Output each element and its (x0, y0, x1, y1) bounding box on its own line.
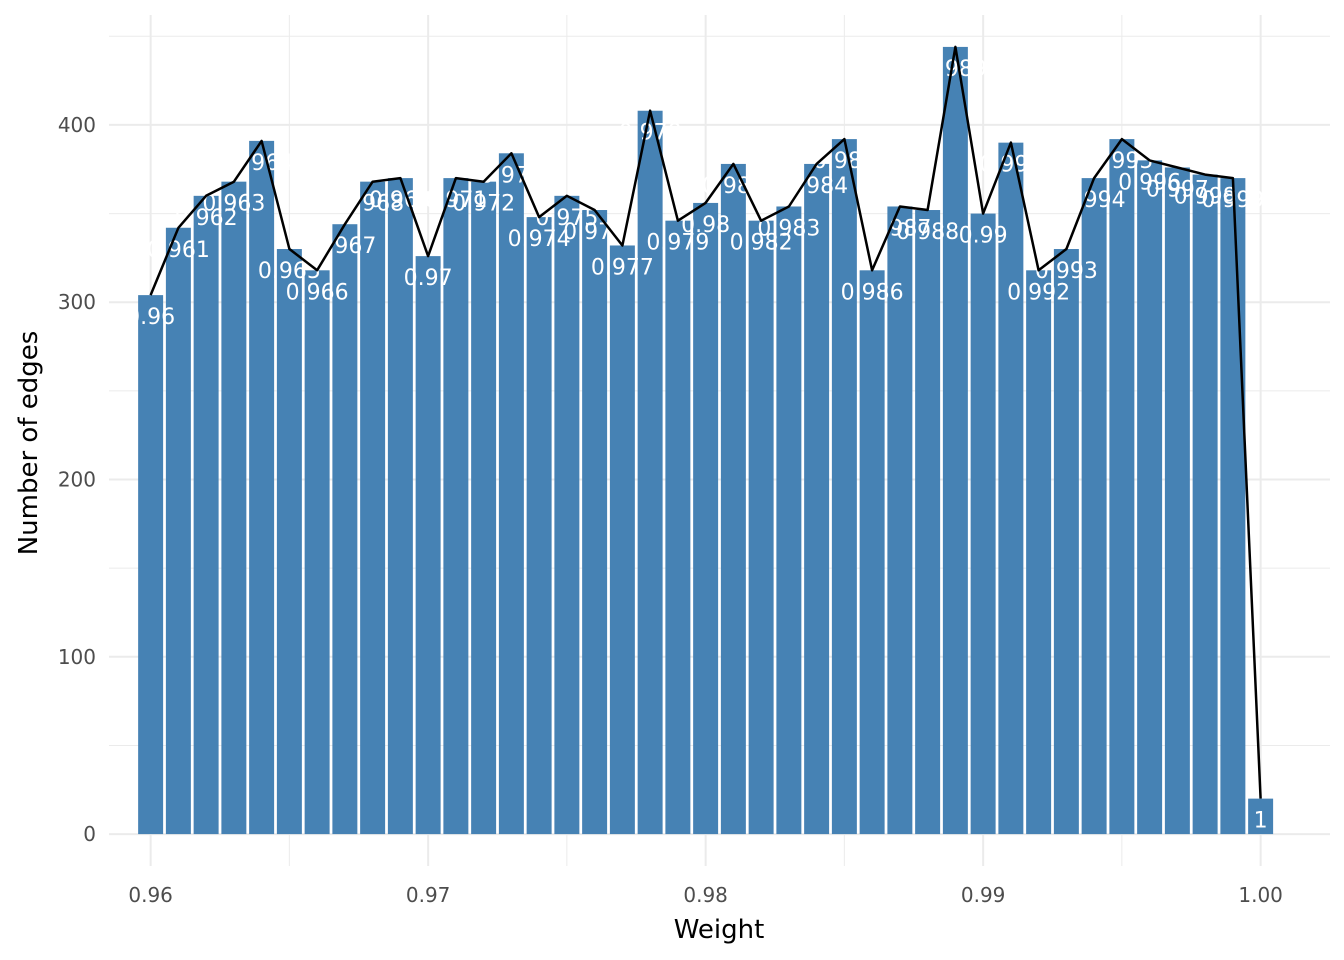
bar (1248, 798, 1274, 835)
bar (609, 245, 635, 835)
bar-label: 0.997 (1146, 177, 1209, 202)
bar (1164, 167, 1190, 835)
x-tick-label: 0.98 (683, 883, 728, 907)
bar-label: 0.998 (1174, 185, 1237, 210)
overlay-line (149, 45, 1262, 799)
bar (526, 217, 552, 835)
x-tick-label: 0.96 (128, 883, 173, 907)
bar (942, 46, 968, 835)
bar-label: 0.996 (1118, 170, 1181, 195)
bar-label: 0.977 (591, 255, 654, 280)
bar-label: 0.98 (681, 213, 730, 238)
bar (276, 249, 302, 835)
bar (138, 295, 164, 835)
bar-label: 0.967 (313, 234, 376, 259)
bar (332, 224, 358, 835)
x-axis-ticks: 0.96 0.97 0.98 0.99 1.00 (128, 883, 1283, 907)
bar-label: 0.988 (896, 220, 959, 245)
bar-label: 0.991 (979, 153, 1042, 178)
bar (776, 206, 802, 835)
bar-label: 0.975 (535, 206, 598, 231)
count-line (149, 45, 1262, 799)
bar (831, 139, 857, 835)
bar-label: 0.989 (924, 57, 987, 82)
bar (1220, 178, 1246, 835)
bar (1053, 249, 1079, 835)
bar (471, 181, 497, 835)
bar-label: 0.994 (1063, 188, 1126, 213)
bars (138, 46, 1274, 835)
bar (665, 220, 691, 835)
bar (1109, 139, 1135, 835)
bar (360, 181, 386, 835)
bar (637, 110, 663, 835)
bar-label: 0.982 (730, 231, 793, 256)
bar-label: 0.992 (1007, 280, 1070, 305)
bar-label: 0.984 (785, 174, 848, 199)
bar-label: 0.99 (959, 224, 1008, 249)
bar (693, 202, 719, 835)
bar-label: 0.972 (452, 192, 515, 217)
bar (1137, 160, 1163, 835)
y-tick-label: 300 (58, 290, 96, 314)
bar (221, 181, 247, 835)
bar-label: 0.986 (841, 280, 904, 305)
bar (193, 195, 219, 835)
bar (1192, 174, 1218, 835)
bar (887, 206, 913, 835)
bar (498, 153, 524, 835)
bar (415, 256, 441, 835)
bar (554, 195, 580, 835)
bar-label: 0.963 (202, 192, 265, 217)
x-tick-label: 0.99 (961, 883, 1006, 907)
bar (1081, 178, 1107, 835)
x-tick-label: 1.00 (1238, 883, 1283, 907)
bar-label: 0.993 (1035, 259, 1098, 284)
bar-label: 0.965 (258, 259, 321, 284)
y-axis-ticks: 0 100 200 300 400 (58, 113, 96, 846)
x-tick-label: 0.97 (406, 883, 451, 907)
bar (998, 142, 1024, 835)
bar-label: 0.974 (508, 227, 571, 252)
bar-label: 0.96 (126, 305, 175, 330)
bar-label: 0.978 (619, 121, 682, 146)
bar-label: 0.97 (404, 266, 453, 291)
bar (249, 140, 275, 835)
bar-label: 0.983 (757, 216, 820, 241)
bar (165, 227, 191, 835)
y-axis-title: Number of edges (14, 331, 44, 556)
bar (748, 220, 774, 835)
bar-label: 1 (1254, 809, 1268, 834)
bar-label: 0.966 (286, 280, 349, 305)
bar (582, 210, 608, 835)
bar-label: 0.979 (646, 231, 709, 256)
bar (859, 270, 885, 835)
bar-label: 0.985 (813, 149, 876, 174)
y-tick-label: 0 (83, 822, 96, 846)
bar-label: 0.987 (868, 216, 931, 241)
bar-label: 0.969 (369, 188, 432, 213)
bar-label: 0.961 (147, 238, 210, 263)
bar-label: 0.971 (424, 188, 487, 213)
y-tick-label: 400 (58, 113, 96, 137)
bar (720, 163, 746, 835)
x-axis-title: Weight (674, 915, 765, 945)
bar (1026, 270, 1052, 835)
y-tick-label: 100 (58, 645, 96, 669)
bar (304, 270, 330, 835)
y-tick-label: 200 (58, 468, 96, 492)
bar (804, 163, 830, 835)
bar (387, 178, 413, 835)
bar-label: 0.976 (563, 220, 626, 245)
bar (970, 213, 996, 835)
bar (915, 210, 941, 835)
bar (443, 178, 469, 835)
